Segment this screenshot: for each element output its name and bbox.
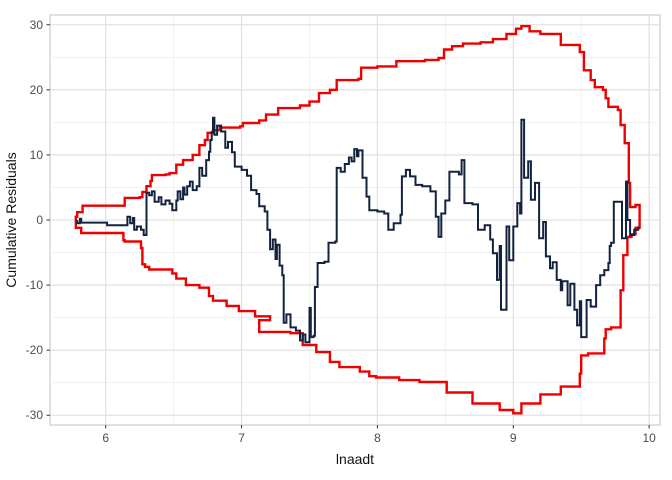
- y-tick-label: 30: [30, 18, 44, 32]
- cumulative-residuals-line: [76, 116, 640, 344]
- axes-layer: 6 7 8 9 10 -30 -20 -10 0 10 20 30: [26, 18, 656, 445]
- y-tick-label: 20: [30, 83, 44, 97]
- y-tick-label: 10: [30, 148, 44, 162]
- x-tick-label: 6: [102, 431, 109, 445]
- x-axis-title: lnaadt: [336, 451, 374, 467]
- y-tick-label: -10: [26, 278, 44, 292]
- y-axis-title: Cumulative Residuals: [3, 152, 19, 287]
- x-tick-label: 9: [510, 431, 517, 445]
- x-tick-label: 7: [238, 431, 245, 445]
- x-tick-label: 10: [642, 431, 656, 445]
- gridlines: [50, 15, 660, 425]
- y-tick-label: 0: [36, 213, 43, 227]
- y-tick-label: -30: [26, 408, 44, 422]
- x-tick-label: 8: [374, 431, 381, 445]
- y-tick-label: -20: [26, 343, 44, 357]
- series-layer: [74, 24, 641, 415]
